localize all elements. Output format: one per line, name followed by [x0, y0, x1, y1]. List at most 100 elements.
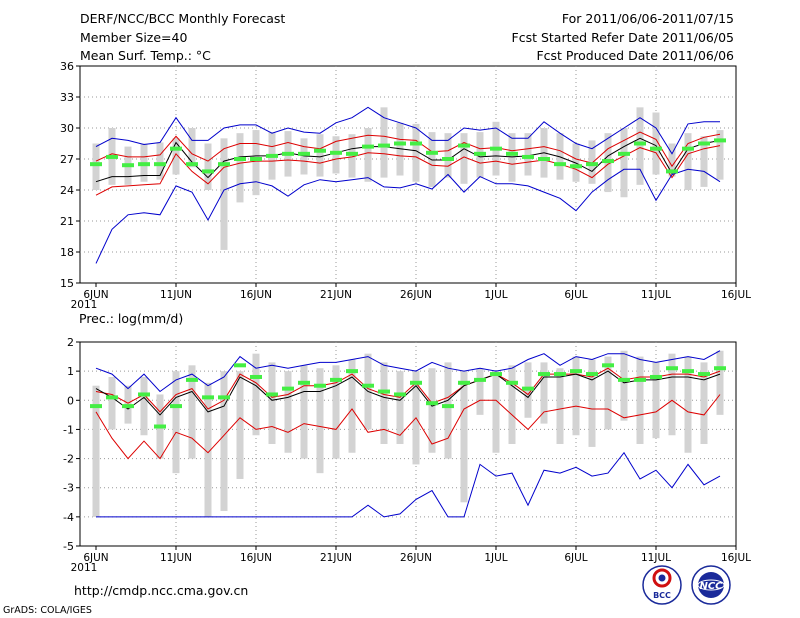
temp-ensemble-marker [282, 151, 294, 156]
prec-line-min [96, 451, 721, 518]
prec-spread-bar [620, 350, 628, 421]
prec-spread-bar [220, 371, 228, 512]
temp-ytick-label: 18 [60, 246, 74, 259]
prec-spread-bar [92, 385, 100, 517]
temp-spread-bar [236, 133, 244, 203]
bcc-logo: BCC [642, 565, 682, 605]
prec-ensemble-marker [330, 377, 342, 382]
temp-xtick-label: 11JUN [160, 289, 192, 301]
temp-spread-bar [620, 128, 628, 198]
temp-ensemble-marker [554, 162, 566, 167]
variable-label: Mean Surf. Temp.: °C [80, 48, 211, 63]
source-url[interactable]: http://cmdp.ncc.cma.gov.cn [74, 583, 249, 598]
prec-ensemble-marker [538, 372, 550, 377]
prec-ytick-label: 0 [67, 394, 74, 407]
prec-ensemble-marker [202, 395, 214, 400]
temp-ensemble-marker [650, 146, 662, 151]
prec-ensemble-marker [522, 386, 534, 391]
prec-spread-bar [700, 362, 708, 444]
prec-ensemble-marker [586, 372, 598, 377]
prec-ensemble-marker [90, 404, 102, 409]
prec-spread-bar [188, 365, 196, 459]
prec-spread-bar [508, 365, 516, 444]
prec-ensemble-marker [410, 380, 422, 385]
temp-ensemble-marker [378, 143, 390, 148]
grads-credit: GrADS: COLA/IGES [3, 605, 92, 616]
prec-ensemble-marker [458, 380, 470, 385]
temp-ensemble-marker [362, 144, 374, 149]
prec-ensemble-marker [138, 392, 150, 397]
temp-ensemble-marker [698, 141, 710, 146]
prec-spread-bar [556, 368, 564, 444]
prec-ensemble-marker [170, 404, 182, 409]
temp-xtick-label: 6JUN 2011 [71, 289, 109, 311]
temp-line-lower [95, 145, 721, 196]
temp-ensemble-marker [474, 151, 486, 156]
prec-ensemble-marker [314, 383, 326, 388]
prec-spread-bar [108, 376, 116, 430]
prec-ytick-label: -2 [63, 453, 74, 466]
prec-spread-bar [540, 362, 548, 424]
prec-spread-bar [268, 362, 276, 444]
temp-spread-bar [188, 128, 196, 168]
temp-line-upper [95, 131, 721, 168]
temp-line-max [95, 106, 720, 155]
temp-ytick-label: 36 [60, 60, 74, 73]
temp-xtick-label: 21JUN [320, 289, 352, 301]
temp-spread-bar [252, 130, 260, 196]
prec-spread-bar [652, 362, 660, 439]
temp-ensemble-marker [506, 151, 518, 156]
prec-spread-bar [252, 353, 260, 436]
temp-ensemble-marker [346, 151, 358, 156]
temp-spread-bar [524, 133, 532, 176]
temp-ensemble-marker [442, 157, 454, 161]
temp-xtick-label: 1JUL [484, 289, 507, 301]
prec-ensemble-marker [506, 380, 518, 385]
prec-ensemble-marker [218, 395, 230, 400]
prec-ensemble-marker [682, 369, 694, 374]
temp-ensemble-marker [202, 169, 214, 174]
prec-xtick-label: 26JUN [400, 552, 432, 564]
temp-ensemble-marker [522, 154, 534, 159]
temp-line-min [95, 168, 721, 264]
prec-ensemble-marker [442, 404, 454, 409]
prec-ensemble-marker [474, 377, 486, 382]
temp-xtick-label: 16JUL [721, 289, 751, 301]
prec-ensemble-marker [394, 392, 406, 397]
prec-xtick-label: 1JUL [484, 552, 507, 564]
temp-ensemble-marker [298, 151, 310, 156]
temp-ensemble-marker [330, 150, 342, 155]
prec-ensemble-marker [250, 374, 262, 379]
prec-ensemble-marker [426, 401, 438, 406]
temp-ytick-label: 33 [60, 91, 74, 104]
temp-ensemble-marker [218, 162, 230, 167]
temp-spread-bar [508, 133, 516, 182]
prec-line-mean [95, 370, 721, 416]
temp-ensemble-marker [570, 164, 582, 169]
prec-plot-frame [79, 341, 737, 547]
temp-spread-bar [316, 134, 324, 177]
temp-ensemble-marker [186, 162, 198, 167]
prec-ensemble-marker [154, 424, 166, 429]
prec-ensemble-marker [490, 372, 502, 377]
temp-ensemble-marker [714, 138, 726, 143]
prec-ytick-label: -1 [63, 423, 74, 436]
temp-ensemble-marker [586, 162, 598, 167]
prec-spread-bar [172, 371, 180, 474]
bcc-logo-text: BCC [653, 591, 671, 600]
temp-spread-bar [684, 133, 692, 190]
temp-ensemble-marker [666, 169, 678, 174]
prec-spread-bar [348, 359, 356, 453]
temp-spread-bar [92, 143, 100, 190]
temp-ensemble-marker [410, 141, 422, 146]
temp-xtick-label: 11JUL [641, 289, 671, 301]
prec-spread-bar [284, 371, 292, 453]
prec-ensemble-marker [346, 369, 358, 374]
prec-ensemble-marker [554, 372, 566, 377]
start-date-label: Fcst Started Refer Date 2011/06/05 [511, 30, 735, 45]
prec-spread-bar [684, 356, 692, 453]
prec-ensemble-marker [714, 366, 726, 371]
temp-spread-bar [460, 133, 468, 184]
temp-ensemble-marker [490, 146, 502, 151]
